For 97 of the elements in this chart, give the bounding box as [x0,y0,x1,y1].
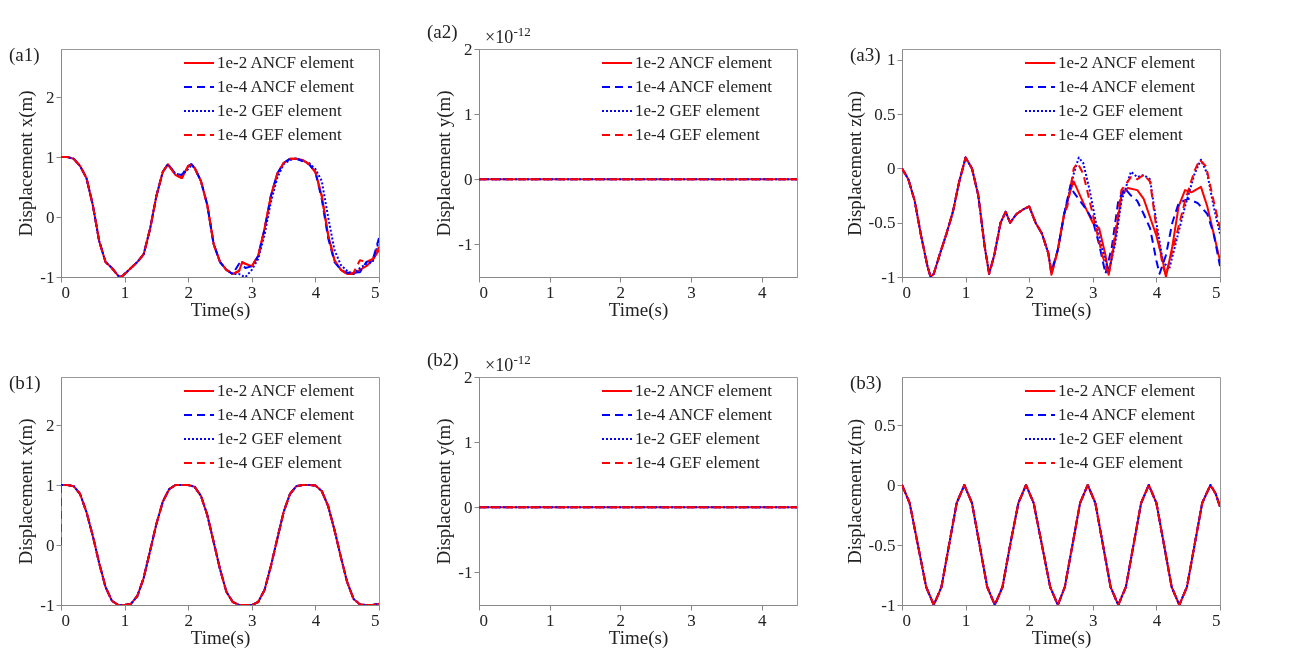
y-axis-title: Displacement x(m) [15,90,38,237]
y-tick-label: 0 [464,169,473,189]
x-tick-label: 0 [61,610,70,630]
y-tick-label: 0.5 [874,415,896,435]
x-tick-label: 0 [479,610,488,630]
legend-label: 1e-4 GEF element [217,125,342,144]
chart-title: (b3) [850,372,882,394]
y-axis-title: Displacement x(m) [15,418,38,565]
y-tick-label: 0 [887,158,896,178]
chart-title: (b2) [427,349,459,371]
y-axis-title: Displacement y(m) [433,90,456,237]
y-tick-label: -0.5 [868,213,896,233]
x-tick-label: 2 [1025,610,1034,630]
x-tick-label: 1 [545,282,555,302]
x-tick-label: 0 [902,610,911,630]
y-axis-title: Displacement z(m) [843,90,866,237]
legend-label: 1e-4 GEF element [217,453,342,472]
legend-label: 1e-2 ANCF element [1058,53,1196,72]
y-tick-label: -1 [881,267,896,287]
x-tick-label: 4 [1152,610,1162,630]
x-tick-label: 5 [371,610,380,630]
y-tick-label: -1 [458,562,473,582]
x-axis-title: Time(s) [190,626,251,649]
x-tick-label: 3 [1089,610,1098,630]
y-axis-title: Displacement y(m) [433,418,456,565]
x-tick-label: 4 [757,610,767,630]
legend-label: 1e-4 ANCF element [1058,77,1196,96]
y-tick-label: 2 [464,367,473,387]
legend-label: 1e-2 GEF element [217,429,342,448]
x-tick-label: 2 [184,282,193,302]
y-tick-label: 0 [46,207,55,227]
legend-label: 1e-2 GEF element [1058,429,1183,448]
legend-label: 1e-2 ANCF element [1058,381,1196,400]
legend-label: 1e-2 ANCF element [217,381,355,400]
y-tick-label: 0 [464,497,473,517]
y-tick-label: -1 [40,595,55,615]
chart-title: (a3) [850,44,881,66]
x-tick-label: 4 [311,610,321,630]
x-tick-label: 5 [371,282,380,302]
x-tick-label: 3 [687,282,696,302]
x-tick-label: 3 [1089,282,1098,302]
x-tick-label: 1 [120,282,130,302]
y-tick-label: -1 [458,234,473,254]
chart-title: (a2) [427,21,458,43]
y-tick-label: 1 [46,147,55,167]
chart-title: (a1) [9,44,40,66]
x-tick-label: 3 [248,282,257,302]
legend-label: 1e-2 ANCF element [635,381,773,400]
legend-label: 1e-4 ANCF element [635,405,773,424]
x-tick-label: 2 [184,610,193,630]
y-tick-label: -1 [881,595,896,615]
legend-label: 1e-2 GEF element [635,429,760,448]
chart-title: (b1) [9,372,41,394]
y-tick-label: 1 [887,50,896,70]
x-axis-title: Time(s) [1031,298,1092,321]
legend-label: 1e-4 GEF element [1058,453,1183,472]
x-tick-label: 2 [1025,282,1034,302]
legend-label: 1e-2 ANCF element [217,53,355,72]
y-tick-label: -0.5 [868,535,896,555]
legend-label: 1e-2 ANCF element [635,53,773,72]
x-tick-label: 4 [757,282,767,302]
x-tick-label: 1 [120,610,130,630]
y-tick-label: 1 [464,104,473,124]
legend-label: 1e-2 GEF element [635,101,760,120]
y-tick-label: 0 [887,475,896,495]
y-tick-label: 0.5 [874,104,896,124]
x-tick-label: 5 [1212,610,1221,630]
x-tick-label: 0 [61,282,70,302]
y-tick-label: -1 [40,267,55,287]
x-tick-label: 3 [687,610,696,630]
x-tick-label: 0 [902,282,911,302]
x-tick-label: 3 [248,610,257,630]
y-tick-label: 1 [464,432,473,452]
x-tick-label: 1 [961,610,971,630]
legend-label: 1e-4 ANCF element [217,405,355,424]
x-tick-label: 1 [545,610,555,630]
legend-label: 1e-2 GEF element [1058,101,1183,120]
x-tick-label: 4 [1152,282,1162,302]
y-tick-label: 1 [46,475,55,495]
legend-label: 1e-4 ANCF element [635,77,773,96]
legend-label: 1e-4 GEF element [1058,125,1183,144]
x-axis-title: Time(s) [1031,626,1092,649]
x-tick-label: 1 [961,282,971,302]
x-tick-label: 4 [311,282,321,302]
legend-label: 1e-4 GEF element [635,125,760,144]
legend-label: 1e-4 ANCF element [217,77,355,96]
x-tick-label: 0 [479,282,488,302]
y-axis-title: Displacement z(m) [843,418,866,565]
y-tick-label: 2 [464,39,473,59]
legend-label: 1e-4 ANCF element [1058,405,1196,424]
x-tick-label: 5 [1212,282,1221,302]
y-tick-label: 0 [46,535,55,555]
x-axis-title: Time(s) [190,298,251,321]
y-tick-label: 2 [46,415,55,435]
legend-label: 1e-4 GEF element [635,453,760,472]
legend-label: 1e-2 GEF element [217,101,342,120]
y-tick-label: 2 [46,87,55,107]
